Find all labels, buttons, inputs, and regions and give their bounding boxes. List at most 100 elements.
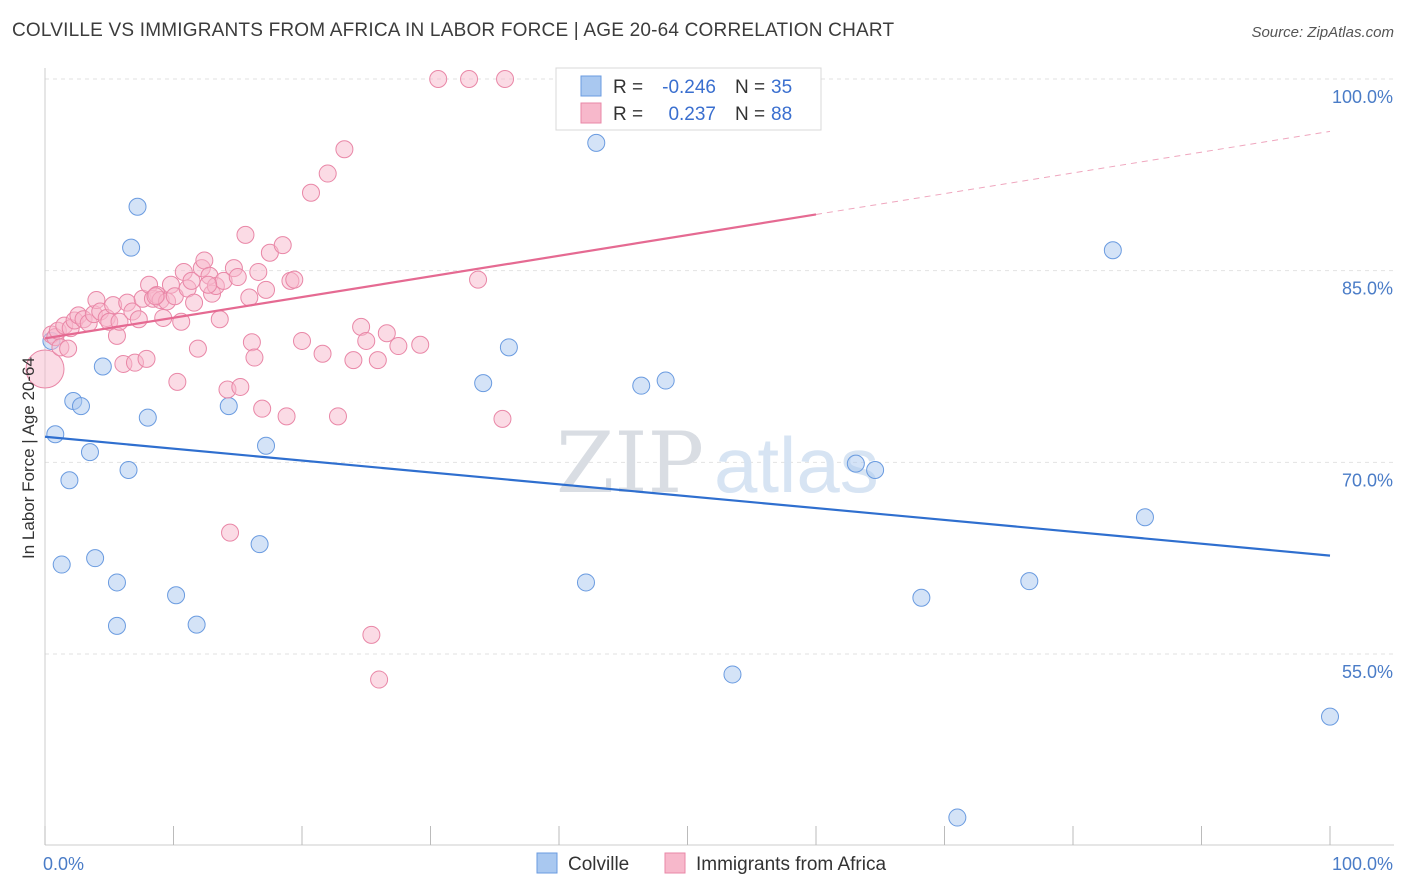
africa-point xyxy=(231,377,250,396)
colville-point xyxy=(71,397,90,416)
africa-point xyxy=(168,372,187,391)
colville-point xyxy=(912,588,931,607)
africa-point xyxy=(493,409,512,428)
y-tick-label-70: 70.0% xyxy=(1342,470,1393,490)
africa-point xyxy=(357,331,376,350)
colville-point xyxy=(107,573,126,592)
colville-point xyxy=(128,197,147,216)
axes xyxy=(44,68,1394,846)
legend-swatch-colville xyxy=(580,75,602,97)
colville-trend-line xyxy=(44,435,1331,557)
grid-lines xyxy=(45,78,1394,655)
colville-point xyxy=(122,238,141,257)
colville-point xyxy=(86,549,105,568)
colville-point xyxy=(60,471,79,490)
watermark-zip: ZIP xyxy=(556,414,704,512)
colville-point xyxy=(219,397,238,416)
colville-point xyxy=(257,436,276,455)
africa-point xyxy=(273,236,292,255)
x-tick-label-max: 100.0% xyxy=(1332,854,1393,874)
y-tick-label-85: 85.0% xyxy=(1342,279,1393,299)
africa-point xyxy=(245,348,264,367)
africa-point xyxy=(335,140,354,159)
colville-point xyxy=(107,616,126,635)
colville-point xyxy=(93,357,112,376)
africa-point xyxy=(496,70,515,88)
africa-point xyxy=(362,625,381,644)
chart-source: Source: ZipAtlas.com xyxy=(1251,24,1394,41)
africa-point xyxy=(253,399,272,418)
legend-r-label-africa: R = xyxy=(613,104,643,125)
legend-r-value-africa: 0.237 xyxy=(668,104,716,125)
bottom-legend-swatch-africa xyxy=(664,852,686,874)
africa-point xyxy=(25,349,65,389)
legend-n-label-africa: N = xyxy=(735,104,765,125)
legend-r-value-colville: -0.246 xyxy=(662,77,716,98)
colville-point xyxy=(52,555,71,574)
africa-point xyxy=(285,270,304,289)
tick-labels: 55.0% 70.0% 85.0% 100.0% 0.0% 100.0% xyxy=(43,87,1393,874)
legend-n-value-africa: 88 xyxy=(771,104,792,125)
africa-point xyxy=(377,324,396,343)
africa-point xyxy=(389,337,408,356)
africa-point xyxy=(249,262,268,281)
y-tick-label-100: 100.0% xyxy=(1332,87,1393,107)
chart-title: COLVILLE VS IMMIGRANTS FROM AFRICA IN LA… xyxy=(12,20,895,41)
africa-point xyxy=(301,183,320,202)
africa-point xyxy=(210,310,229,329)
colville-point xyxy=(167,586,186,605)
colville-point xyxy=(474,374,493,393)
africa-point xyxy=(344,351,363,370)
africa-point xyxy=(195,251,214,270)
africa-point xyxy=(460,70,479,88)
africa-point xyxy=(59,339,78,358)
y-axis-label: In Labor Force | Age 20-64 xyxy=(19,357,38,559)
legend-r-label-colville: R = xyxy=(613,77,643,98)
x-tick-label-min: 0.0% xyxy=(43,854,84,874)
africa-point xyxy=(411,335,430,354)
africa-point xyxy=(137,349,156,368)
colville-point xyxy=(948,808,967,827)
africa-point xyxy=(242,333,261,352)
legend-swatch-africa xyxy=(580,102,602,124)
africa-point xyxy=(185,293,204,312)
africa-point xyxy=(277,407,296,426)
colville-point xyxy=(80,443,99,462)
africa-point xyxy=(469,270,488,289)
legend-n-label-colville: N = xyxy=(735,77,765,98)
africa-point xyxy=(236,225,255,244)
colville-point xyxy=(576,573,595,592)
bottom-legend-swatch-colville xyxy=(536,852,558,874)
africa-point xyxy=(188,339,207,358)
colville-point xyxy=(587,133,606,152)
africa-point xyxy=(313,344,332,363)
colville-point xyxy=(866,461,885,479)
africa-point xyxy=(293,331,311,350)
africa-point xyxy=(370,670,389,689)
africa-point xyxy=(257,280,276,299)
africa-point xyxy=(182,271,201,290)
africa-point xyxy=(199,275,218,294)
africa-point xyxy=(221,523,240,542)
colville-point xyxy=(656,371,675,390)
legend-box: R = -0.246 N = 35 R = 0.237 N = 88 xyxy=(555,67,822,131)
y-tick-label-55: 55.0% xyxy=(1342,662,1393,682)
colville-point xyxy=(46,425,65,444)
africa-point xyxy=(368,351,387,370)
legend-n-value-colville: 35 xyxy=(771,77,792,98)
colville-point xyxy=(138,408,157,427)
bottom-legend-label-colville: Colville xyxy=(568,854,629,875)
bottom-legend: Colville Immigrants from Africa xyxy=(536,852,886,875)
colville-point xyxy=(250,535,269,554)
africa-point xyxy=(146,287,165,306)
africa-point xyxy=(318,164,337,183)
bottom-legend-label-africa: Immigrants from Africa xyxy=(696,854,886,875)
colville-point xyxy=(1321,707,1339,726)
colville-point xyxy=(187,615,206,634)
trend-lines xyxy=(44,130,1331,557)
africa-point xyxy=(429,70,448,88)
africa-point xyxy=(240,288,259,307)
colville-point xyxy=(1103,241,1122,260)
colville-point xyxy=(846,454,865,473)
